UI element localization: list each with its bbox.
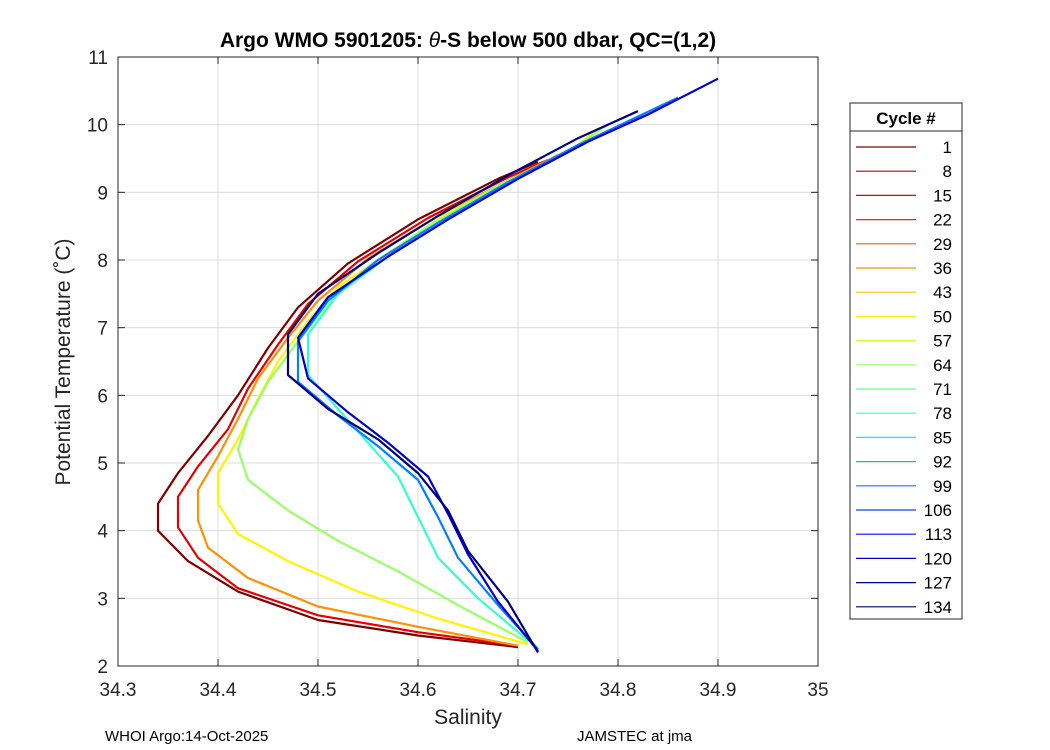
x-tick-label: 34.6: [400, 680, 437, 701]
legend-label-cycle-29: 29: [933, 235, 952, 254]
profile-line-cycle-134: [286, 110, 639, 654]
legend-label-cycle-113: 113: [925, 525, 952, 544]
y-axis-label: Potential Temperature (˚C): [52, 238, 75, 485]
legend-label-cycle-15: 15: [933, 186, 952, 205]
y-tick-label: 11: [88, 48, 108, 69]
x-tick-label: 34.4: [200, 680, 237, 701]
legend-label-cycle-120: 120: [924, 549, 952, 568]
x-tick-label: 34.5: [300, 680, 337, 701]
profile-line-cycle-64: [236, 123, 609, 644]
y-tick-label: 10: [87, 116, 108, 137]
y-tick-label: 2: [97, 657, 108, 678]
legend-label-cycle-99: 99: [933, 477, 952, 496]
chart-title: Argo WMO 5901205: θ-S below 500 dbar, QC…: [220, 29, 716, 52]
legend-label-cycle-92: 92: [933, 453, 952, 472]
x-tick-label: 34.9: [700, 680, 737, 701]
legend-label-cycle-71: 71: [933, 380, 952, 399]
y-tick-label: 3: [97, 589, 108, 610]
profile-line-cycle-120: [296, 77, 719, 652]
plot-area: [118, 57, 818, 666]
footer-right: JAMSTEC at jma: [577, 728, 693, 745]
legend-label-cycle-64: 64: [933, 356, 952, 375]
profile-line-cycle-99: [296, 96, 679, 650]
y-tick-label: 6: [97, 386, 108, 407]
y-tick-label: 5: [97, 454, 108, 475]
legend-label-cycle-43: 43: [933, 283, 952, 302]
legend-label-cycle-127: 127: [924, 574, 952, 593]
legend-label-cycle-36: 36: [933, 259, 952, 278]
legend-label-cycle-57: 57: [933, 332, 952, 351]
profiles-layer: [156, 77, 719, 654]
x-tick-label: 35: [807, 680, 828, 701]
legend-entries: 1 8 15 22 29 36 43 50 57 64 71 78 85 92 99 106 113 120 127…: [856, 138, 952, 617]
x-axis-label: Salinity: [434, 706, 502, 729]
legend-label-cycle-8: 8: [943, 162, 952, 181]
legend-label-cycle-85: 85: [933, 428, 952, 447]
y-tick-label: 8: [97, 251, 108, 272]
plot-frame: [117, 56, 819, 667]
legend-label-cycle-134: 134: [924, 598, 952, 617]
legend-label-cycle-78: 78: [933, 404, 952, 423]
axis-ticks: 34.3 34.4 34.5 34.6 34.7 34.8 34.9 35 2 3 4 5 6 7 8 9 10…: [87, 48, 829, 701]
y-tick-label: 4: [97, 522, 108, 543]
legend: Cycle # 18152229364350576471788592991061…: [849, 102, 963, 620]
legend-box: [849, 102, 963, 620]
legend-label-cycle-50: 50: [933, 307, 952, 326]
profile-line-cycle-15: [176, 158, 549, 647]
legend-title: Cycle #: [876, 109, 936, 128]
legend-label-cycle-22: 22: [933, 211, 952, 230]
profile-line-cycle-1: [156, 160, 539, 649]
x-tick-label: 34.3: [100, 680, 137, 701]
y-tick-label: 7: [97, 319, 108, 340]
y-tick-label: 9: [97, 183, 108, 204]
footer-left: WHOI Argo:14-Oct-2025: [105, 728, 268, 745]
legend-label-cycle-1: 1: [943, 138, 952, 157]
x-tick-label: 34.7: [500, 680, 537, 701]
legend-label-cycle-106: 106: [924, 501, 952, 520]
x-tick-label: 34.8: [600, 680, 637, 701]
